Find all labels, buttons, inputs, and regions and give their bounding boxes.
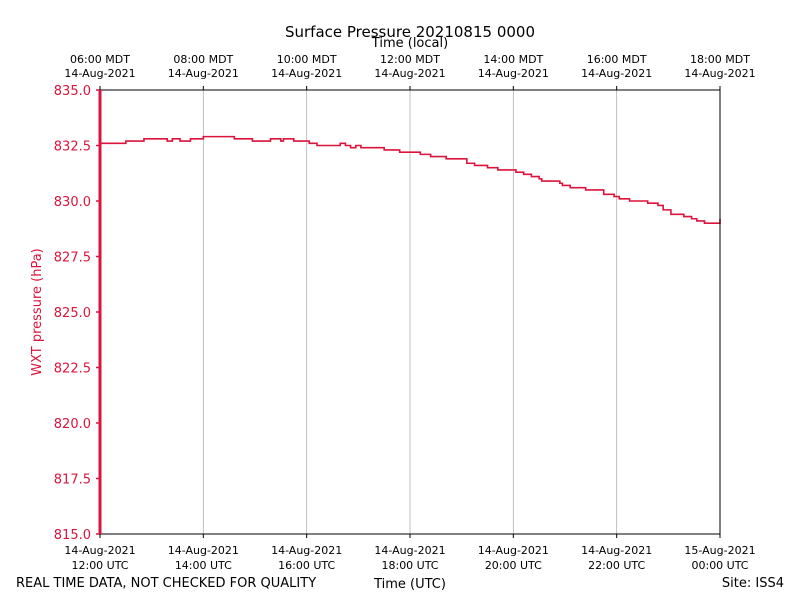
- site-label: Site: ISS4: [722, 576, 784, 591]
- x-tick-label-local-date: 14-Aug-2021: [581, 67, 652, 80]
- y-tick-label: 827.5: [54, 251, 91, 266]
- chart-title: Surface Pressure 20210815 0000: [285, 23, 535, 41]
- x-tick-label-utc-time: 18:00 UTC: [381, 559, 438, 572]
- y-axis-label: WXT pressure (hPa): [30, 248, 45, 376]
- y-tick-label: 825.0: [54, 306, 91, 321]
- x-tick-label-utc-time: 12:00 UTC: [71, 559, 128, 572]
- y-tick-label: 822.5: [54, 362, 91, 377]
- y-tick-label: 815.0: [54, 528, 91, 543]
- x-tick-label-utc-time: 16:00 UTC: [278, 559, 335, 572]
- data-series: [100, 135, 721, 224]
- x-tick-label-utc-date: 15-Aug-2021: [684, 544, 755, 557]
- x-tick-label-local-date: 14-Aug-2021: [168, 67, 239, 80]
- x-axis-label: Time (UTC): [373, 577, 446, 592]
- x-tick-label-utc-time: 20:00 UTC: [485, 559, 542, 572]
- x-tick-label-utc-date: 14-Aug-2021: [271, 544, 342, 557]
- x-tick-label-utc-date: 14-Aug-2021: [581, 544, 652, 557]
- x-tick-label-local-time: 06:00 MDT: [70, 53, 130, 66]
- x-tick-label-local-time: 08:00 MDT: [173, 53, 233, 66]
- x-tick-label-utc-time: 22:00 UTC: [588, 559, 645, 572]
- x-tick-label-local-date: 14-Aug-2021: [478, 67, 549, 80]
- y-tick-label: 832.5: [54, 140, 91, 155]
- x-tick-label-utc-time: 14:00 UTC: [175, 559, 232, 572]
- x-tick-label-local-time: 18:00 MDT: [690, 53, 750, 66]
- y-tick-label: 820.0: [54, 417, 91, 432]
- x-tick-label-utc-date: 14-Aug-2021: [168, 544, 239, 557]
- x-tick-label-local-date: 14-Aug-2021: [684, 67, 755, 80]
- y-tick-label: 835.0: [54, 84, 91, 99]
- quality-disclaimer: REAL TIME DATA, NOT CHECKED FOR QUALITY: [16, 576, 316, 591]
- tick-labels: 835.0 832.5 830.0 827.5 825.0 822.5 820.0 817.5…: [54, 53, 756, 572]
- y-tick-label: 830.0: [54, 195, 91, 210]
- grid-lines: [202, 90, 618, 534]
- top-axis-label: Time (local): [371, 36, 448, 51]
- x-tick-label-utc-time: 00:00 UTC: [691, 559, 748, 572]
- y-tick-label: 817.5: [54, 473, 91, 488]
- x-tick-label-local-time: 12:00 MDT: [380, 53, 440, 66]
- x-tick-label-utc-date: 14-Aug-2021: [64, 544, 135, 557]
- x-tick-label-utc-date: 14-Aug-2021: [478, 544, 549, 557]
- pressure-series-line: [100, 135, 721, 224]
- x-tick-label-local-date: 14-Aug-2021: [374, 67, 445, 80]
- x-tick-label-local-time: 16:00 MDT: [587, 53, 647, 66]
- x-tick-label-local-date: 14-Aug-2021: [64, 67, 135, 80]
- x-tick-label-utc-date: 14-Aug-2021: [374, 544, 445, 557]
- x-tick-label-local-time: 14:00 MDT: [483, 53, 543, 66]
- x-tick-label-local-time: 10:00 MDT: [277, 53, 337, 66]
- x-tick-label-local-date: 14-Aug-2021: [271, 67, 342, 80]
